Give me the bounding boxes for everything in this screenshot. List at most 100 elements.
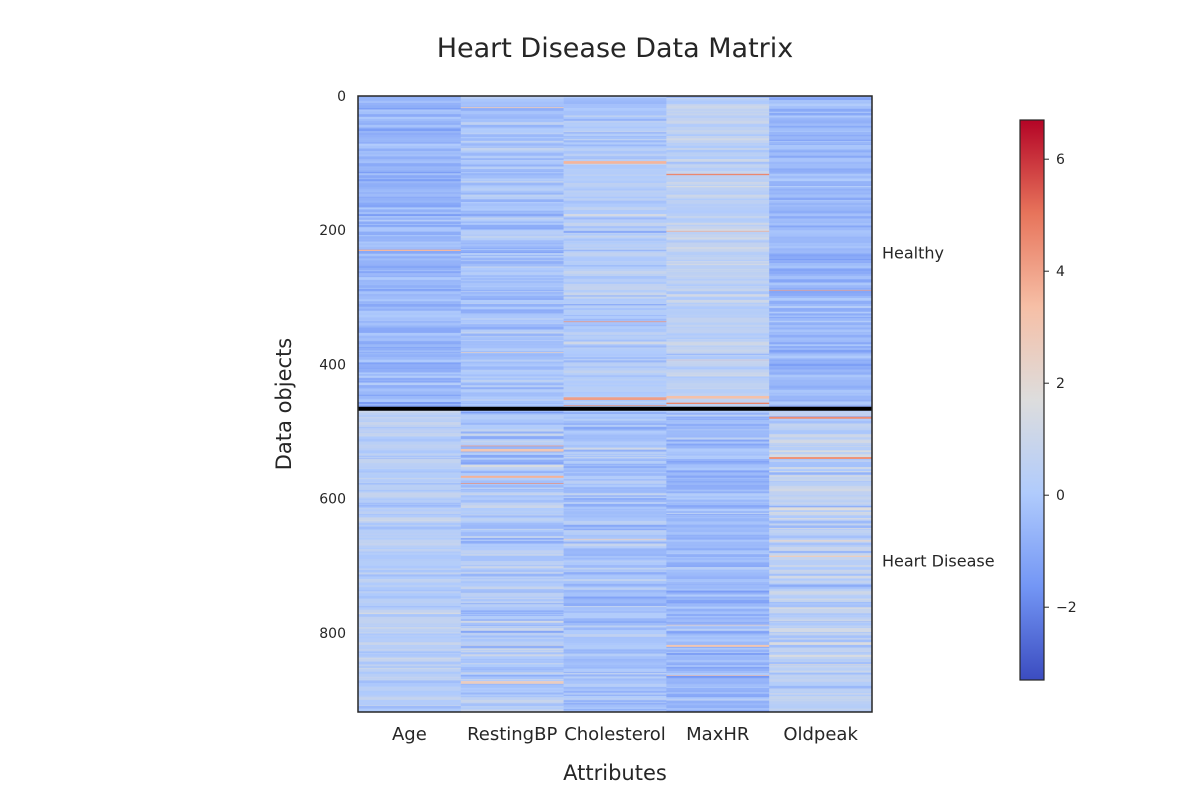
heatmap-cell xyxy=(358,156,462,160)
heatmap-cell xyxy=(666,434,770,437)
heatmap-cell xyxy=(666,423,770,425)
heatmap-cell xyxy=(460,146,564,148)
heatmap-cell xyxy=(358,185,462,188)
heatmap-cell xyxy=(460,516,564,519)
heatmap-cell xyxy=(460,399,564,401)
heatmap-cell xyxy=(460,134,564,138)
heatmap-cell xyxy=(769,123,873,126)
heatmap-cell xyxy=(666,232,770,234)
heatmap-cell xyxy=(563,439,667,442)
heatmap-cell xyxy=(563,271,667,275)
heatmap-cell xyxy=(460,391,564,393)
heatmap-cell xyxy=(769,658,873,662)
heatmap-cell xyxy=(358,489,462,491)
heatmap-cell xyxy=(460,538,564,540)
heatmap-cell xyxy=(358,187,462,190)
heatmap-cell xyxy=(769,461,873,465)
heatmap-cell xyxy=(358,708,462,711)
heatmap-cell xyxy=(358,495,462,498)
heatmap-cell xyxy=(563,695,667,699)
heatmap-cell xyxy=(460,219,564,222)
heatmap-cell xyxy=(769,189,873,191)
heatmap-column xyxy=(666,96,770,713)
heatmap-cell xyxy=(460,483,564,485)
heatmap-cell xyxy=(460,233,564,236)
heatmap-cell xyxy=(460,681,564,685)
heatmap-cell xyxy=(666,652,770,656)
heatmap-cell xyxy=(666,461,770,463)
heatmap-cell xyxy=(769,240,873,244)
heatmap-cell xyxy=(460,272,564,275)
heatmap-cell xyxy=(563,126,667,129)
heatmap-cell xyxy=(460,548,564,551)
heatmap-cell xyxy=(460,165,564,167)
heatmap-cell xyxy=(563,429,667,432)
heatmap-cell xyxy=(460,398,564,400)
heatmap-cell xyxy=(563,298,667,301)
heatmap-cell xyxy=(563,535,667,537)
heatmap-cell xyxy=(563,646,667,650)
heatmap-cell xyxy=(563,586,667,589)
heatmap-cell xyxy=(460,394,564,397)
heatmap-cell xyxy=(666,630,770,632)
heatmap-cell xyxy=(563,567,667,571)
heatmap-cell xyxy=(769,510,873,511)
heatmap-cell xyxy=(358,325,462,328)
heatmap-cell xyxy=(563,348,667,352)
heatmap-cell xyxy=(666,583,770,585)
heatmap-cell xyxy=(358,432,462,434)
heatmap-cell xyxy=(666,471,770,474)
heatmap-cell xyxy=(460,221,564,224)
heatmap-cell xyxy=(358,699,462,703)
heatmap-cell xyxy=(563,497,667,501)
heatmap-cell xyxy=(460,382,564,384)
heatmap-cell xyxy=(358,538,462,540)
heatmap-cell xyxy=(769,369,873,371)
heatmap-cell xyxy=(666,108,770,112)
heatmap-cell xyxy=(666,687,770,689)
heatmap-cell xyxy=(358,313,462,316)
heatmap-cell xyxy=(666,587,770,589)
heatmap-cell xyxy=(666,193,770,195)
heatmap-cell xyxy=(666,608,770,612)
heatmap-cell xyxy=(460,310,564,314)
heatmap-cell xyxy=(666,664,770,666)
heatmap-cell xyxy=(666,565,770,568)
heatmap-cell xyxy=(460,124,564,126)
heatmap-cell xyxy=(769,295,873,299)
heatmap-cell xyxy=(563,140,667,143)
heatmap-cell xyxy=(666,294,770,297)
heatmap-cell xyxy=(563,649,667,652)
heatmap-cell xyxy=(460,445,564,447)
heatmap-cell xyxy=(358,373,462,377)
heatmap-cell xyxy=(769,144,873,146)
heatmap-cell xyxy=(769,636,873,639)
heatmap-cell xyxy=(358,357,462,361)
x-tick-label: RestingBP xyxy=(467,724,557,745)
heatmap-cell xyxy=(563,433,667,435)
heatmap-cell xyxy=(358,597,462,599)
heatmap-cell xyxy=(563,709,667,711)
heatmap-cell xyxy=(563,303,667,305)
heatmap-cell xyxy=(460,707,564,710)
heatmap-cell xyxy=(358,636,462,639)
heatmap-cell xyxy=(460,300,564,303)
heatmap-cell xyxy=(358,626,462,628)
heatmap-cell xyxy=(460,451,564,453)
heatmap-cell xyxy=(460,364,564,367)
heatmap-cell xyxy=(769,312,873,314)
heatmap-cell xyxy=(563,366,667,369)
heatmap-cell xyxy=(563,495,667,497)
heatmap-cell xyxy=(460,100,564,103)
heatmap-cell xyxy=(769,230,873,234)
heatmap-cell xyxy=(666,572,770,575)
heatmap-cell xyxy=(666,342,770,346)
heatmap-cell xyxy=(358,105,462,109)
heatmap-cell xyxy=(460,703,564,707)
heatmap-cell xyxy=(666,592,770,595)
heatmap-cell xyxy=(358,359,462,363)
heatmap-cell xyxy=(460,334,564,337)
heatmap-cell xyxy=(460,107,564,109)
heatmap-cell xyxy=(358,154,462,157)
heatmap-cell xyxy=(460,412,564,414)
